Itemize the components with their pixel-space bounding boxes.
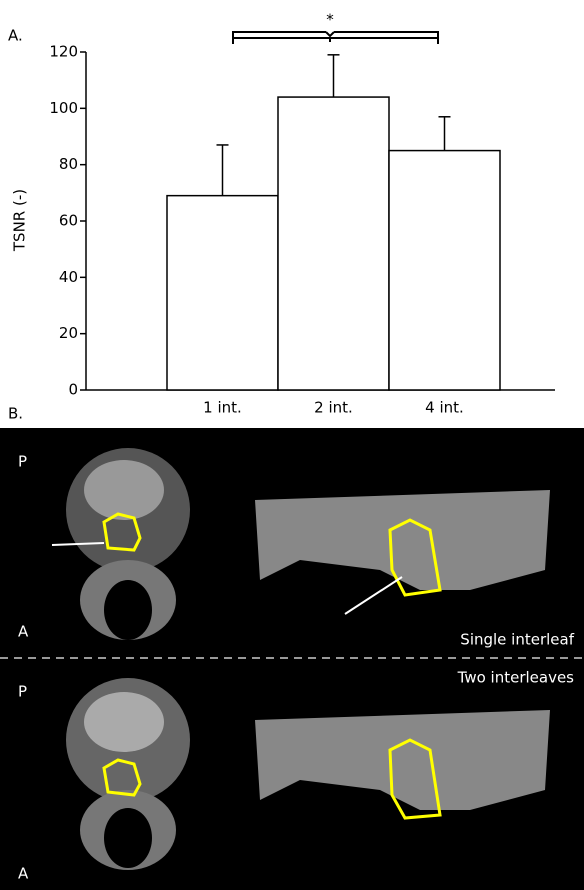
y-tick-label: 20: [59, 324, 78, 342]
caption: Single interleaf: [460, 631, 574, 649]
x-tick-label: 4 int.: [425, 399, 464, 417]
y-axis-label: TSNR (-): [11, 189, 29, 252]
significance-marker: *: [326, 11, 334, 29]
bar: [389, 151, 500, 390]
bar: [167, 196, 278, 390]
significance-bracket: [326, 32, 334, 36]
x-tick-label: 2 int.: [314, 399, 353, 417]
panel-label: A.: [8, 27, 23, 45]
orientation-label: P: [18, 683, 27, 701]
significance-bracket: [233, 38, 438, 42]
y-tick-label: 60: [59, 212, 78, 230]
orientation-label: P: [18, 453, 27, 471]
orientation-label: A: [18, 623, 29, 641]
x-tick-label: 1 int.: [203, 399, 242, 417]
y-tick-label: 80: [59, 155, 78, 173]
orientation-label: A: [18, 865, 29, 883]
figure: A. TSNR (-) B. P A P A Single interleaf …: [0, 0, 584, 890]
y-tick-label: 0: [68, 381, 78, 399]
panel-label: B.: [8, 405, 23, 423]
y-tick-label: 40: [59, 268, 78, 286]
caption: Two interleaves: [457, 669, 575, 687]
y-tick-label: 100: [49, 99, 78, 117]
bar: [278, 97, 389, 390]
y-tick-label: 120: [49, 43, 78, 61]
